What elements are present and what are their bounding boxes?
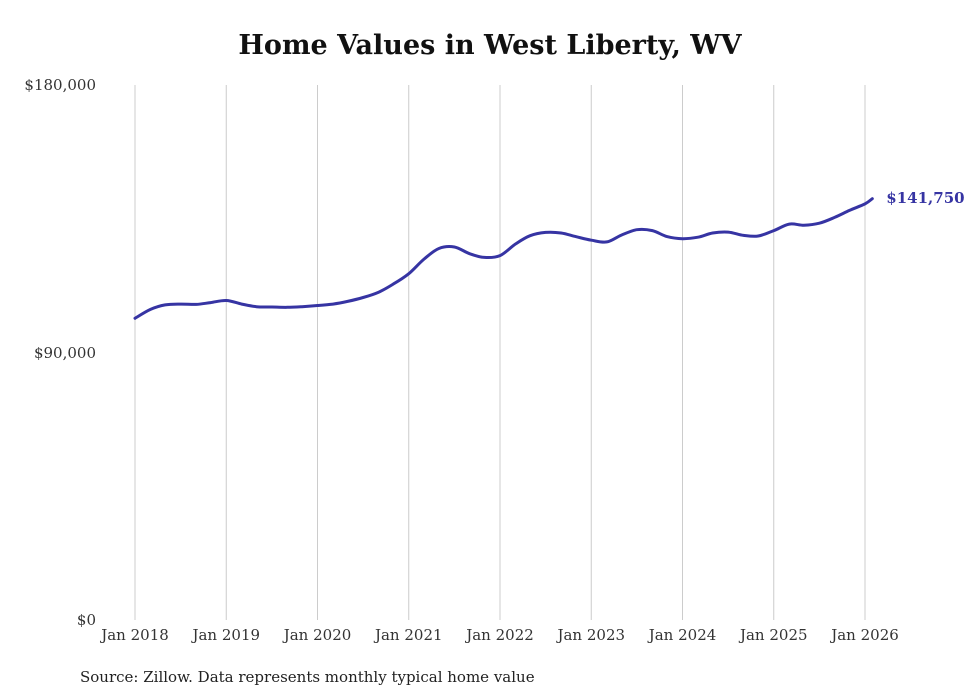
y-tick-label: $90,000 (33, 343, 96, 362)
vertical-gridlines (134, 85, 866, 620)
x-tick-label: Jan 2025 (739, 626, 808, 644)
x-tick-label: Jan 2018 (101, 626, 169, 644)
x-tick-label: Jan 2024 (648, 626, 717, 644)
x-tick-label: Jan 2023 (557, 626, 626, 644)
y-tick-label: $180,000 (24, 76, 96, 94)
source-note: Source: Zillow. Data represents monthly … (80, 668, 535, 686)
x-tick-label: Jan 2019 (192, 626, 261, 644)
x-tick-label: Jan 2021 (374, 626, 443, 644)
current-value-label: $141,750 (886, 188, 965, 207)
x-tick-label: Jan 2020 (283, 626, 352, 644)
home-value-line (133, 197, 874, 320)
x-tick-label: Jan 2022 (466, 626, 534, 644)
x-tick-label: Jan 2026 (831, 626, 899, 644)
y-tick-label: $0 (76, 611, 96, 629)
chart-title: Home Values in West Liberty, WV (238, 30, 742, 61)
